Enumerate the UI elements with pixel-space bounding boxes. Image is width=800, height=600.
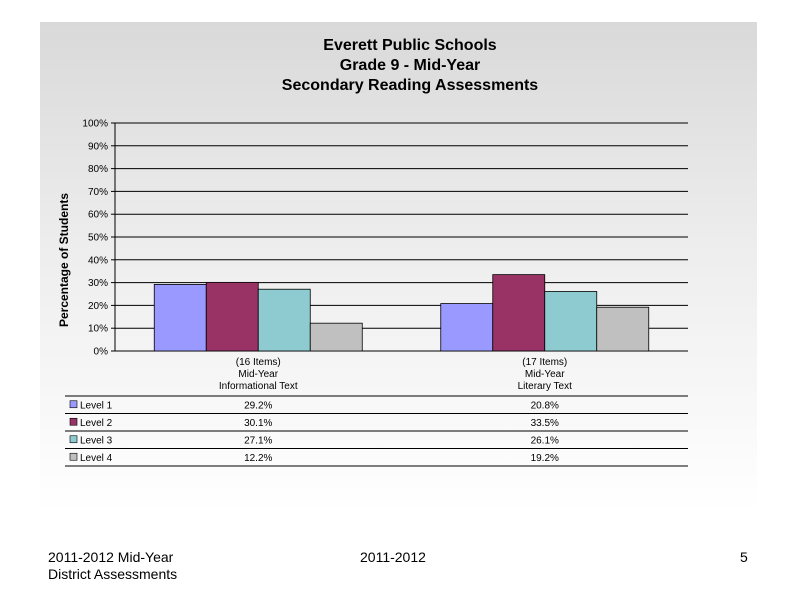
chart-title-line-1: Everett Public Schools bbox=[323, 37, 496, 54]
bar-level-2 bbox=[492, 274, 546, 352]
data-table-value: 29.2% bbox=[244, 400, 272, 411]
bar-level-4 bbox=[596, 306, 650, 352]
y-tick-label: 70% bbox=[88, 187, 108, 198]
category-label: (16 Items) bbox=[236, 357, 281, 368]
legend-swatch bbox=[69, 417, 78, 426]
data-table-value: 27.1% bbox=[244, 435, 272, 446]
footer-left: 2011-2012 Mid-Year District Assessments bbox=[48, 549, 177, 583]
bar-level-3 bbox=[544, 291, 598, 352]
y-tick-label: 10% bbox=[88, 324, 108, 335]
bar-level-4 bbox=[309, 322, 363, 352]
footer-page-number: 5 bbox=[740, 549, 748, 565]
bar-level-1 bbox=[440, 303, 494, 352]
bar-level-3 bbox=[257, 288, 311, 352]
y-tick-label: 100% bbox=[82, 119, 108, 130]
legend-swatch bbox=[69, 452, 78, 461]
category-label: Informational Text bbox=[219, 381, 298, 392]
data-table-value: 30.1% bbox=[244, 418, 272, 429]
footer-center: 2011-2012 bbox=[360, 549, 426, 565]
legend-swatch bbox=[69, 435, 78, 444]
y-tick-label: 30% bbox=[88, 278, 108, 289]
category-label: Literary Text bbox=[518, 381, 573, 392]
y-tick-labels: 0% 10% 20% 30% 40% 50% 60% 70% 80% 90% 100% bbox=[82, 119, 108, 358]
legend-label: Level 3 bbox=[80, 435, 113, 446]
y-tick-label: 80% bbox=[88, 164, 108, 175]
data-table-value: 20.8% bbox=[531, 400, 559, 411]
chart-title-line-3: Secondary Reading Assessments bbox=[282, 77, 539, 94]
data-table-value: 12.2% bbox=[244, 453, 272, 464]
data-table-value: 19.2% bbox=[531, 453, 559, 464]
chart-title-line-2: Grade 9 - Mid-Year bbox=[340, 57, 481, 74]
y-tick-label: 60% bbox=[88, 210, 108, 221]
legend-label: Level 1 bbox=[80, 400, 113, 411]
footer-left-line-2: District Assessments bbox=[48, 566, 178, 582]
y-tick-label: 90% bbox=[88, 141, 108, 152]
category-label: Mid-Year bbox=[525, 369, 565, 380]
category-label: Mid-Year bbox=[238, 369, 278, 380]
data-table-value: 33.5% bbox=[531, 418, 559, 429]
chart-panel: Everett Public Schools Grade 9 - Mid-Yea… bbox=[40, 22, 757, 512]
legend-label: Level 2 bbox=[80, 418, 113, 429]
y-tick-label: 0% bbox=[94, 347, 109, 358]
y-tick-label: 40% bbox=[88, 255, 108, 266]
footer-left-line-1: 2011-2012 Mid-Year bbox=[48, 549, 174, 565]
legend-label: Level 4 bbox=[80, 453, 113, 464]
y-tick-label: 50% bbox=[88, 233, 108, 244]
y-axis-label: Percentage of Students bbox=[57, 193, 71, 327]
data-table-value: 26.1% bbox=[531, 435, 559, 446]
bars bbox=[153, 274, 650, 352]
legend-swatch bbox=[69, 400, 78, 409]
bar-chart: Everett Public Schools Grade 9 - Mid-Yea… bbox=[57, 37, 688, 467]
data-table: Level 1 29.2% 20.8% Level 2 30.1% 33.5% Level … bbox=[65, 395, 688, 467]
y-tick-label: 20% bbox=[88, 301, 108, 312]
bar-level-2 bbox=[205, 281, 259, 352]
bar-level-1 bbox=[153, 284, 207, 352]
category-label: (17 Items) bbox=[522, 357, 567, 368]
